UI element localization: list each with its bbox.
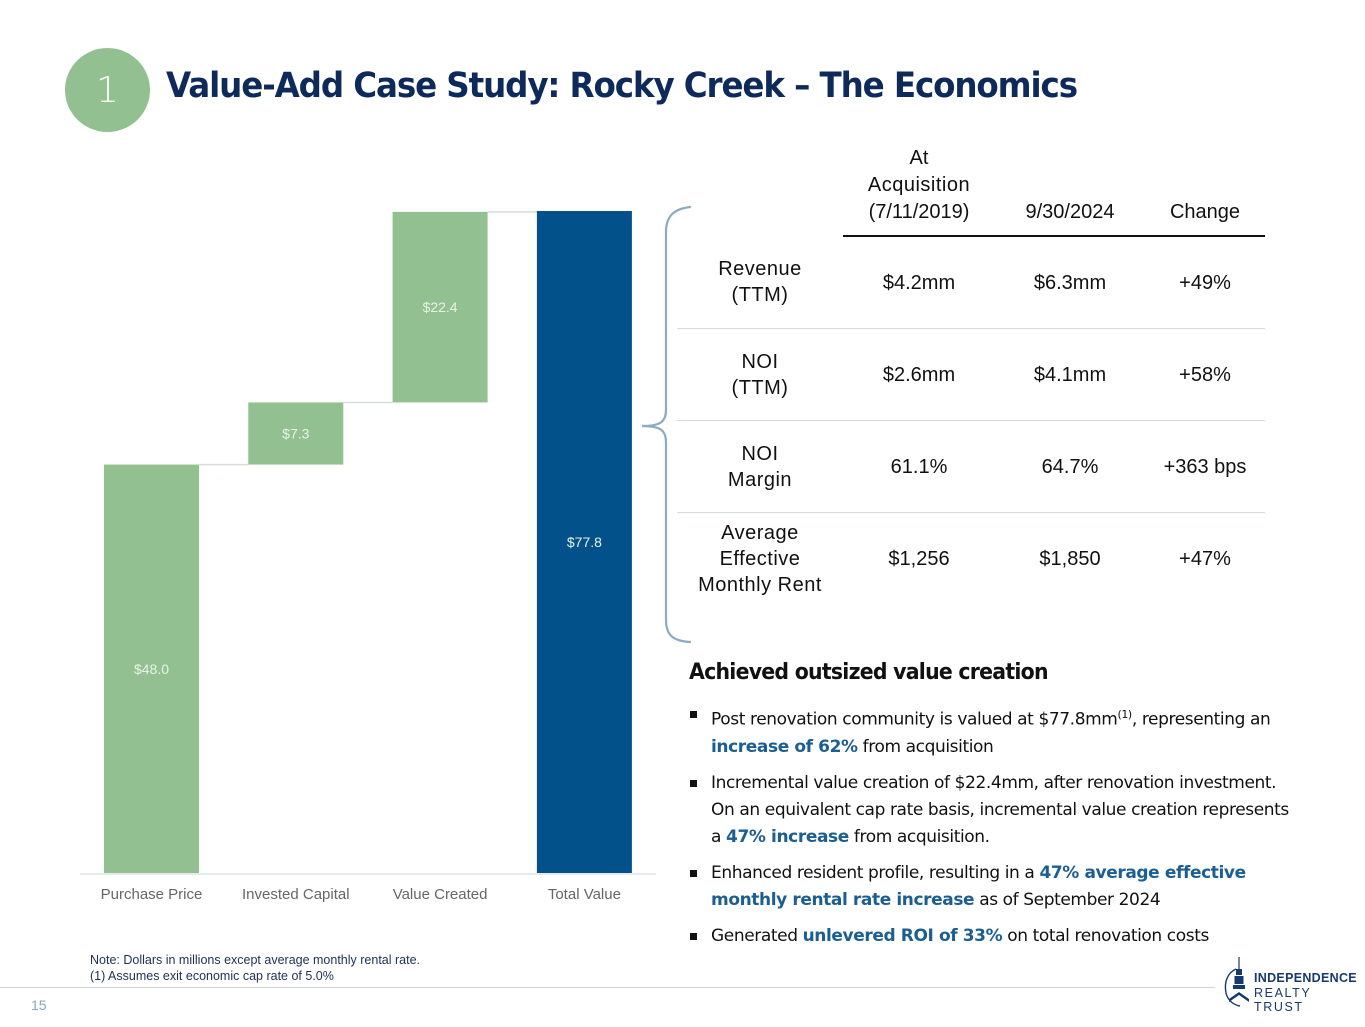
- table-row: Revenue (TTM) $4.2mm $6.3mm +49%: [677, 236, 1265, 329]
- page-title: Value-Add Case Study: Rocky Creek – The …: [166, 66, 1078, 106]
- highlighted-text: increase of 62%: [711, 736, 858, 757]
- logo-text-primary: INDEPENDENCE: [1254, 971, 1357, 985]
- cell-current: $4.1mm: [995, 328, 1145, 421]
- category-label: Value Created: [393, 886, 488, 903]
- logo-text-secondary: REALTY TRUST: [1254, 986, 1312, 1014]
- highlighted-text: unlevered ROI of 33%: [802, 925, 1003, 946]
- waterfall-chart: $48.0 $7.3 $22.4 $77.8 Purchase Price Invest…: [80, 211, 656, 903]
- bullet-text: Enhanced resident profile, resulting in …: [711, 862, 1040, 883]
- row-label-noi-margin: NOI Margin: [677, 420, 843, 513]
- metrics-table: At Acquisition (7/11/2019) 9/30/2024 Cha…: [677, 145, 1265, 604]
- list-item: Generated unlevered ROI of 33% on total …: [689, 923, 1299, 950]
- cell-change: +58%: [1145, 328, 1265, 421]
- footnote-1: (1) Assumes exit economic cap rate of 5.…: [90, 969, 334, 983]
- logo-icon: [1224, 957, 1249, 1007]
- table-row: NOI Margin 61.1% 64.7% +363 bps: [677, 420, 1265, 513]
- list-item: Post renovation community is valued at $…: [689, 701, 1299, 761]
- row-label-monthly-rent: Average Effective Monthly Rent: [698, 521, 822, 596]
- bullet-text: from acquisition: [857, 736, 994, 757]
- highlighted-text: 47% increase: [726, 826, 849, 847]
- chart-category-labels: Purchase Price Invested Capital Value Crea…: [101, 886, 621, 903]
- row-label-noi: NOI (TTM): [677, 328, 843, 421]
- data-label: $7.3: [282, 426, 309, 442]
- highlights-title: Achieved outsized value creation: [689, 660, 1049, 685]
- table-row: NOI (TTM) $2.6mm $4.1mm +58%: [677, 328, 1265, 421]
- data-label: $22.4: [423, 299, 458, 315]
- footnote-reference: (1): [1117, 708, 1132, 721]
- footnote-note: Note: Dollars in millions except average…: [90, 953, 421, 967]
- cell-acquisition: $2.6mm: [843, 328, 995, 421]
- bar-total-value: [536, 211, 632, 873]
- bullet-text: as of September 2024: [974, 889, 1161, 910]
- table-row: Average Effective Monthly Rent $1,256 $1,8…: [677, 513, 1265, 605]
- highlights-list: Post renovation community is valued at $…: [689, 701, 1299, 959]
- bullet-text: from acquisition.: [848, 826, 990, 847]
- category-label: Total Value: [548, 886, 621, 903]
- cell-acquisition: $1,256: [888, 547, 950, 570]
- bullet-text: , representing an: [1131, 709, 1271, 730]
- section-number-badge: 1: [65, 48, 150, 132]
- page-number: 15: [31, 997, 47, 1013]
- bullet-square-icon: [690, 779, 697, 787]
- cell-acquisition: 61.1%: [843, 420, 995, 513]
- cell-current: $6.3mm: [995, 236, 1145, 329]
- cell-change: +47%: [1179, 547, 1231, 570]
- bullet-square-icon: [690, 711, 697, 718]
- table-header-acquisition: At Acquisition (7/11/2019): [843, 145, 995, 237]
- table-header-row: At Acquisition (7/11/2019) 9/30/2024 Cha…: [677, 145, 1265, 237]
- category-label: Purchase Price: [101, 886, 203, 903]
- row-label-revenue: Revenue (TTM): [677, 236, 843, 329]
- chart-connectors: [199, 211, 537, 466]
- bullet-square-icon: [690, 869, 697, 877]
- bar-purchase-price: [104, 464, 199, 873]
- category-label: Invested Capital: [242, 886, 350, 903]
- bullet-square-icon: [690, 932, 697, 940]
- cell-current: $1,850: [1039, 547, 1101, 570]
- bullet-text: on total renovation costs: [1002, 925, 1209, 946]
- curly-brace-icon: [641, 205, 692, 644]
- bullet-text: Generated: [711, 925, 803, 946]
- highlighted-text: 47% average effective monthly rental rat…: [711, 862, 1246, 910]
- table-header-current: 9/30/2024: [995, 145, 1145, 237]
- list-item: Incremental value creation of $22.4mm, a…: [689, 770, 1299, 851]
- data-label: $77.8: [567, 534, 602, 550]
- chart-data-labels: $48.0 $7.3 $22.4 $77.8: [134, 299, 602, 677]
- data-label: $48.0: [134, 661, 169, 677]
- cell-change: +363 bps: [1145, 420, 1265, 513]
- cell-current: 64.7%: [995, 420, 1145, 513]
- footer-divider: [0, 987, 1215, 988]
- bar-value-created: [392, 211, 488, 403]
- list-item: Enhanced resident profile, resulting in …: [689, 860, 1299, 914]
- table-header-blank: [677, 145, 843, 236]
- cell-acquisition: $4.2mm: [843, 236, 995, 329]
- footnotes: Note: Dollars in millions except average…: [90, 952, 420, 984]
- chart-bars: [104, 211, 632, 873]
- bullet-text: Post renovation community is valued at $…: [711, 709, 1118, 730]
- cell-change: +49%: [1145, 236, 1265, 329]
- table-header-change: Change: [1145, 145, 1265, 237]
- bar-invested-capital: [248, 402, 344, 465]
- bullet-text: Incremental value creation of $22.4mm, a…: [711, 772, 1289, 847]
